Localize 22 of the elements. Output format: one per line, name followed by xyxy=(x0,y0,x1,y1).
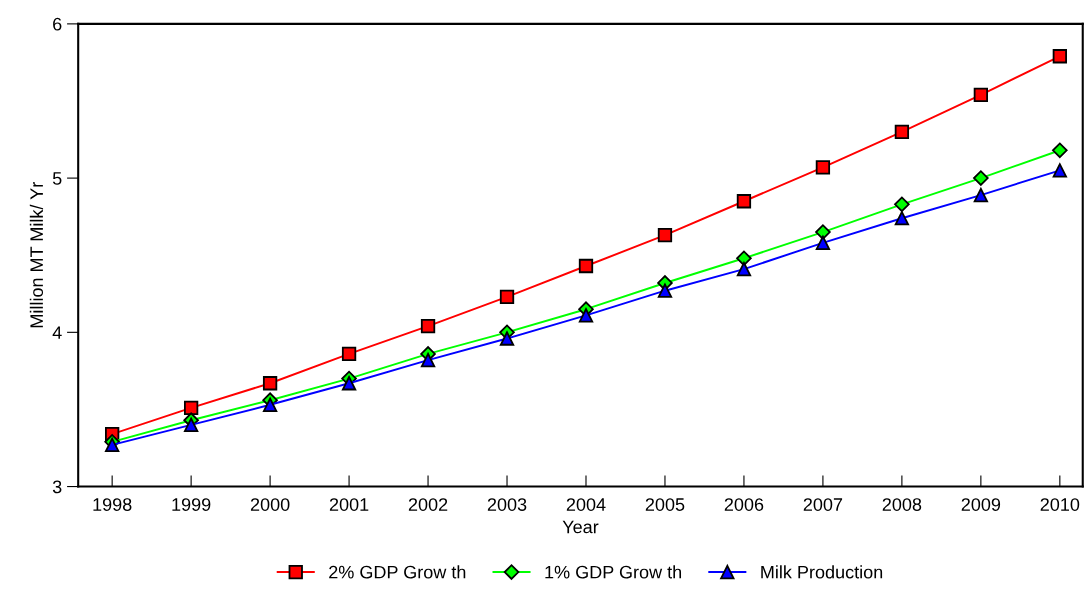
y-tick-label: 4 xyxy=(52,326,62,339)
x-axis-title: Year xyxy=(562,520,599,534)
x-tick-label: 2007 xyxy=(803,498,843,511)
x-tick-label: 2005 xyxy=(645,498,685,511)
x-tick-label: 2001 xyxy=(329,498,369,511)
x-tick-label: 2000 xyxy=(250,498,290,511)
y-axis-title: Million MT Milk/ Yr xyxy=(29,182,44,328)
x-tick-label: 2002 xyxy=(408,498,448,511)
x-tick-label: 2009 xyxy=(961,498,1001,511)
x-tick-label: 1999 xyxy=(172,498,211,511)
x-tick-label: 2004 xyxy=(566,498,606,511)
x-tick-label: 1998 xyxy=(93,498,132,511)
y-tick-label: 5 xyxy=(52,172,62,185)
x-tick-label: 2008 xyxy=(882,498,922,511)
x-tick-label: 2003 xyxy=(487,498,527,511)
legend-label: 1% GDP Grow th xyxy=(545,565,682,579)
y-tick-label: 6 xyxy=(53,17,62,31)
x-tick-label: 2010 xyxy=(1040,498,1080,511)
legend-label: Milk Production xyxy=(761,565,883,579)
x-tick-label: 2006 xyxy=(724,498,764,511)
y-tick-label: 3 xyxy=(52,480,62,494)
legend-label: 2% GDP Grow th xyxy=(329,565,466,579)
